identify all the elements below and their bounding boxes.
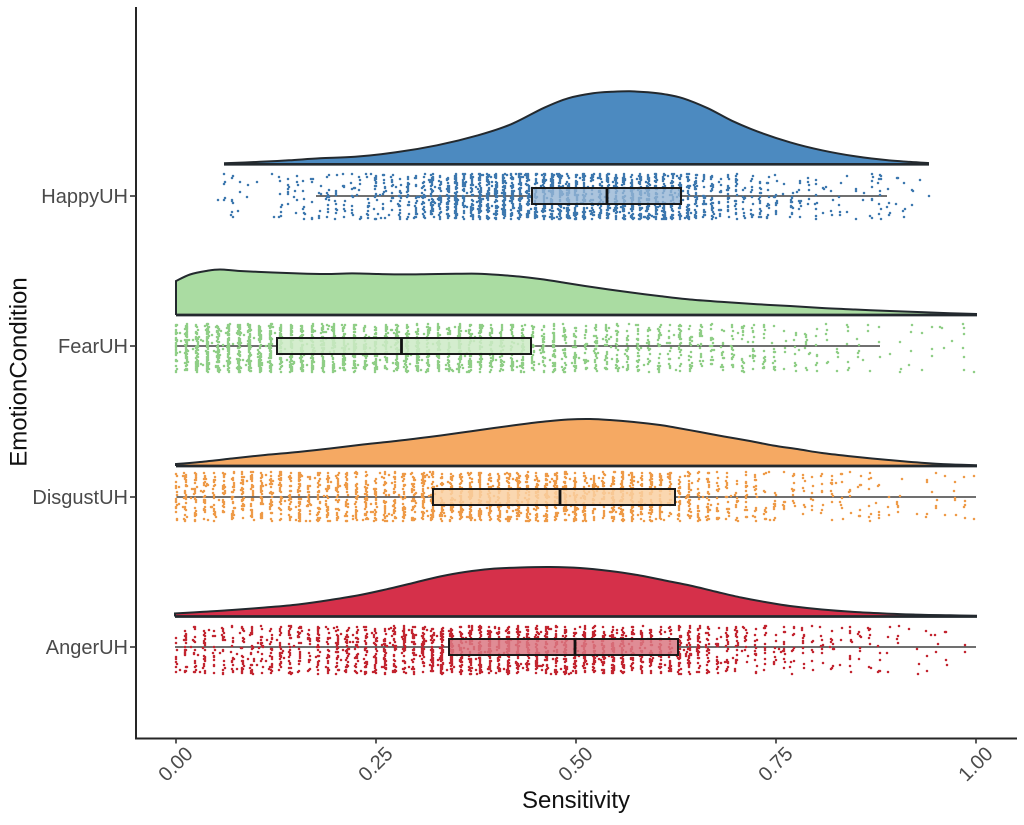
svg-text:DisgustUH: DisgustUH — [32, 487, 128, 509]
svg-text:Sensitivity: Sensitivity — [522, 787, 630, 814]
svg-text:AngerUH: AngerUH — [46, 637, 128, 659]
svg-text:EmotionCondition: EmotionCondition — [6, 277, 33, 466]
svg-text:FearUH: FearUH — [58, 336, 128, 358]
svg-text:HappyUH: HappyUH — [41, 186, 128, 208]
